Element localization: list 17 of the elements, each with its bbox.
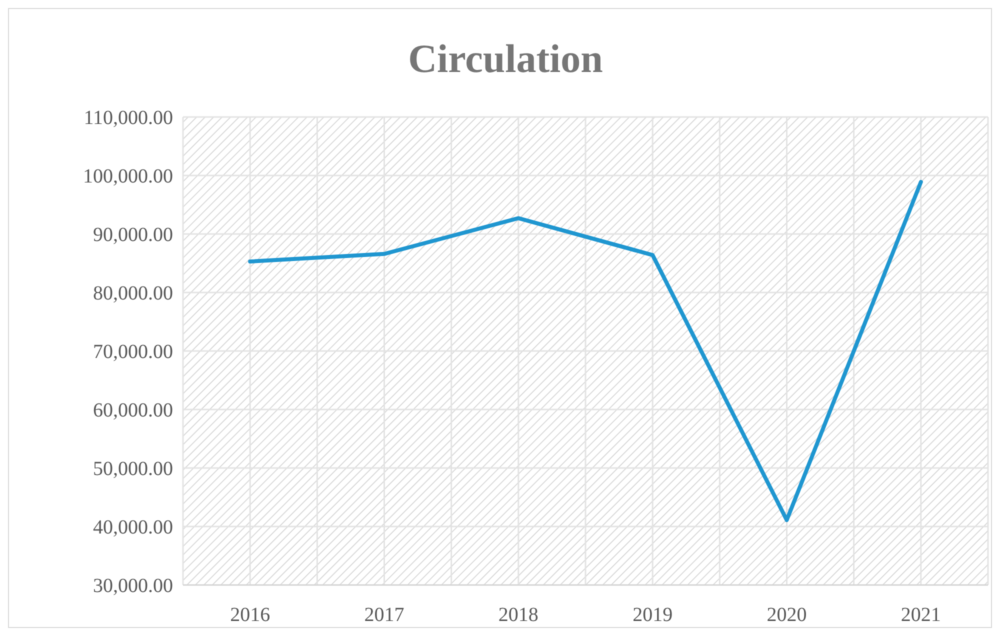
y-tick-label: 110,000.00 <box>84 107 173 129</box>
x-tick-label: 2020 <box>766 604 807 626</box>
y-tick-label: 50,000.00 <box>93 458 173 480</box>
x-tick-label: 2019 <box>632 604 673 626</box>
line-series <box>248 180 923 522</box>
x-tick-label: 2016 <box>230 604 270 626</box>
y-tick-label: 60,000.00 <box>93 400 173 422</box>
y-tick-label: 90,000.00 <box>93 224 173 246</box>
x-tick-label: 2021 <box>900 604 941 626</box>
chart-title: Circulation <box>408 36 603 81</box>
y-tick-label: 70,000.00 <box>93 341 173 363</box>
y-tick-label: 40,000.00 <box>93 516 173 538</box>
x-tick-label: 2018 <box>498 604 538 626</box>
y-tick-label: 80,000.00 <box>93 282 173 304</box>
y-tick-label: 30,000.00 <box>93 575 173 597</box>
x-tick-label: 2017 <box>364 604 404 626</box>
y-tick-label: 100,000.00 <box>83 166 173 188</box>
